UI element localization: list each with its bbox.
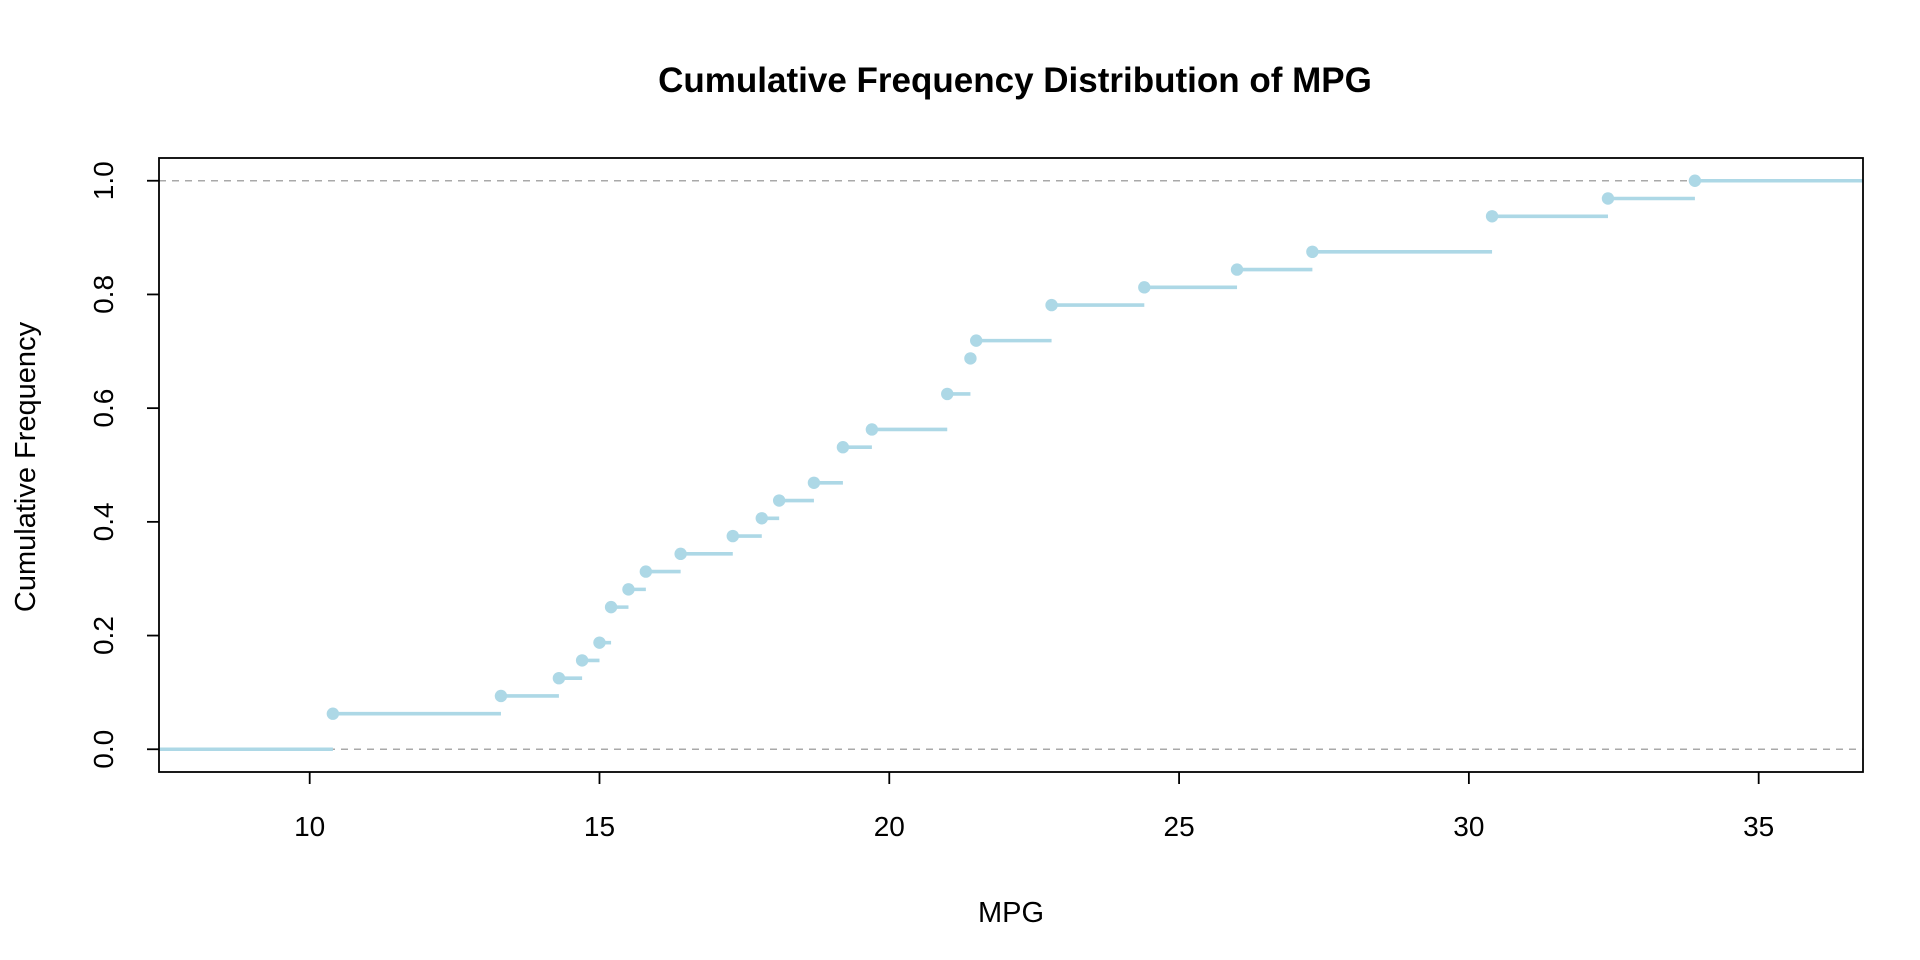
data-point: [1688, 174, 1702, 187]
data-point: [1230, 263, 1244, 276]
chart-title: Cumulative Frequency Distribution of MPG: [658, 61, 1372, 100]
data-point: [604, 600, 618, 614]
data-point: [575, 654, 589, 667]
data-point: [1485, 210, 1499, 223]
x-tick-label: 10: [294, 811, 325, 842]
y-tick-label: 0.8: [88, 275, 119, 314]
data-point: [552, 671, 566, 685]
data-point: [1138, 281, 1151, 294]
plot-frame: [158, 157, 1864, 773]
y-tick-label: 0.0: [88, 730, 119, 769]
y-axis: 0.0 0.2 0.4 0.6 0.8 1.0: [88, 161, 159, 769]
data-point: [970, 334, 983, 347]
y-axis-label: Cumulative Frequency: [10, 321, 42, 612]
data-point: [622, 583, 635, 596]
data-point: [836, 441, 850, 454]
x-tick-label: 15: [584, 811, 615, 842]
x-tick-label: 35: [1743, 811, 1774, 842]
data-point: [964, 352, 977, 365]
y-tick-label: 0.4: [88, 502, 119, 541]
data-point: [807, 476, 821, 489]
data-point: [1045, 298, 1058, 312]
data-point: [726, 529, 739, 543]
data-point: [674, 547, 687, 561]
y-tick-label: 0.2: [88, 616, 119, 655]
data-point: [1306, 245, 1319, 259]
data-point: [494, 689, 508, 703]
data-point: [755, 512, 768, 525]
data-point: [865, 423, 879, 436]
y-tick-label: 0.6: [88, 389, 119, 428]
data-point: [639, 565, 653, 578]
y-tick-label: 1.0: [88, 161, 119, 200]
x-axis-label: MPG: [978, 897, 1044, 929]
x-tick-label: 30: [1453, 811, 1484, 842]
x-axis: 10 15 20 25 30 35: [294, 772, 1774, 842]
x-tick-label: 20: [874, 811, 905, 842]
data-point: [593, 636, 606, 649]
data-point: [772, 494, 786, 507]
x-tick-label: 25: [1164, 811, 1195, 842]
data-point: [1601, 192, 1615, 205]
data-point: [941, 387, 954, 401]
plot-area: [159, 174, 1863, 752]
data-point: [326, 707, 340, 720]
